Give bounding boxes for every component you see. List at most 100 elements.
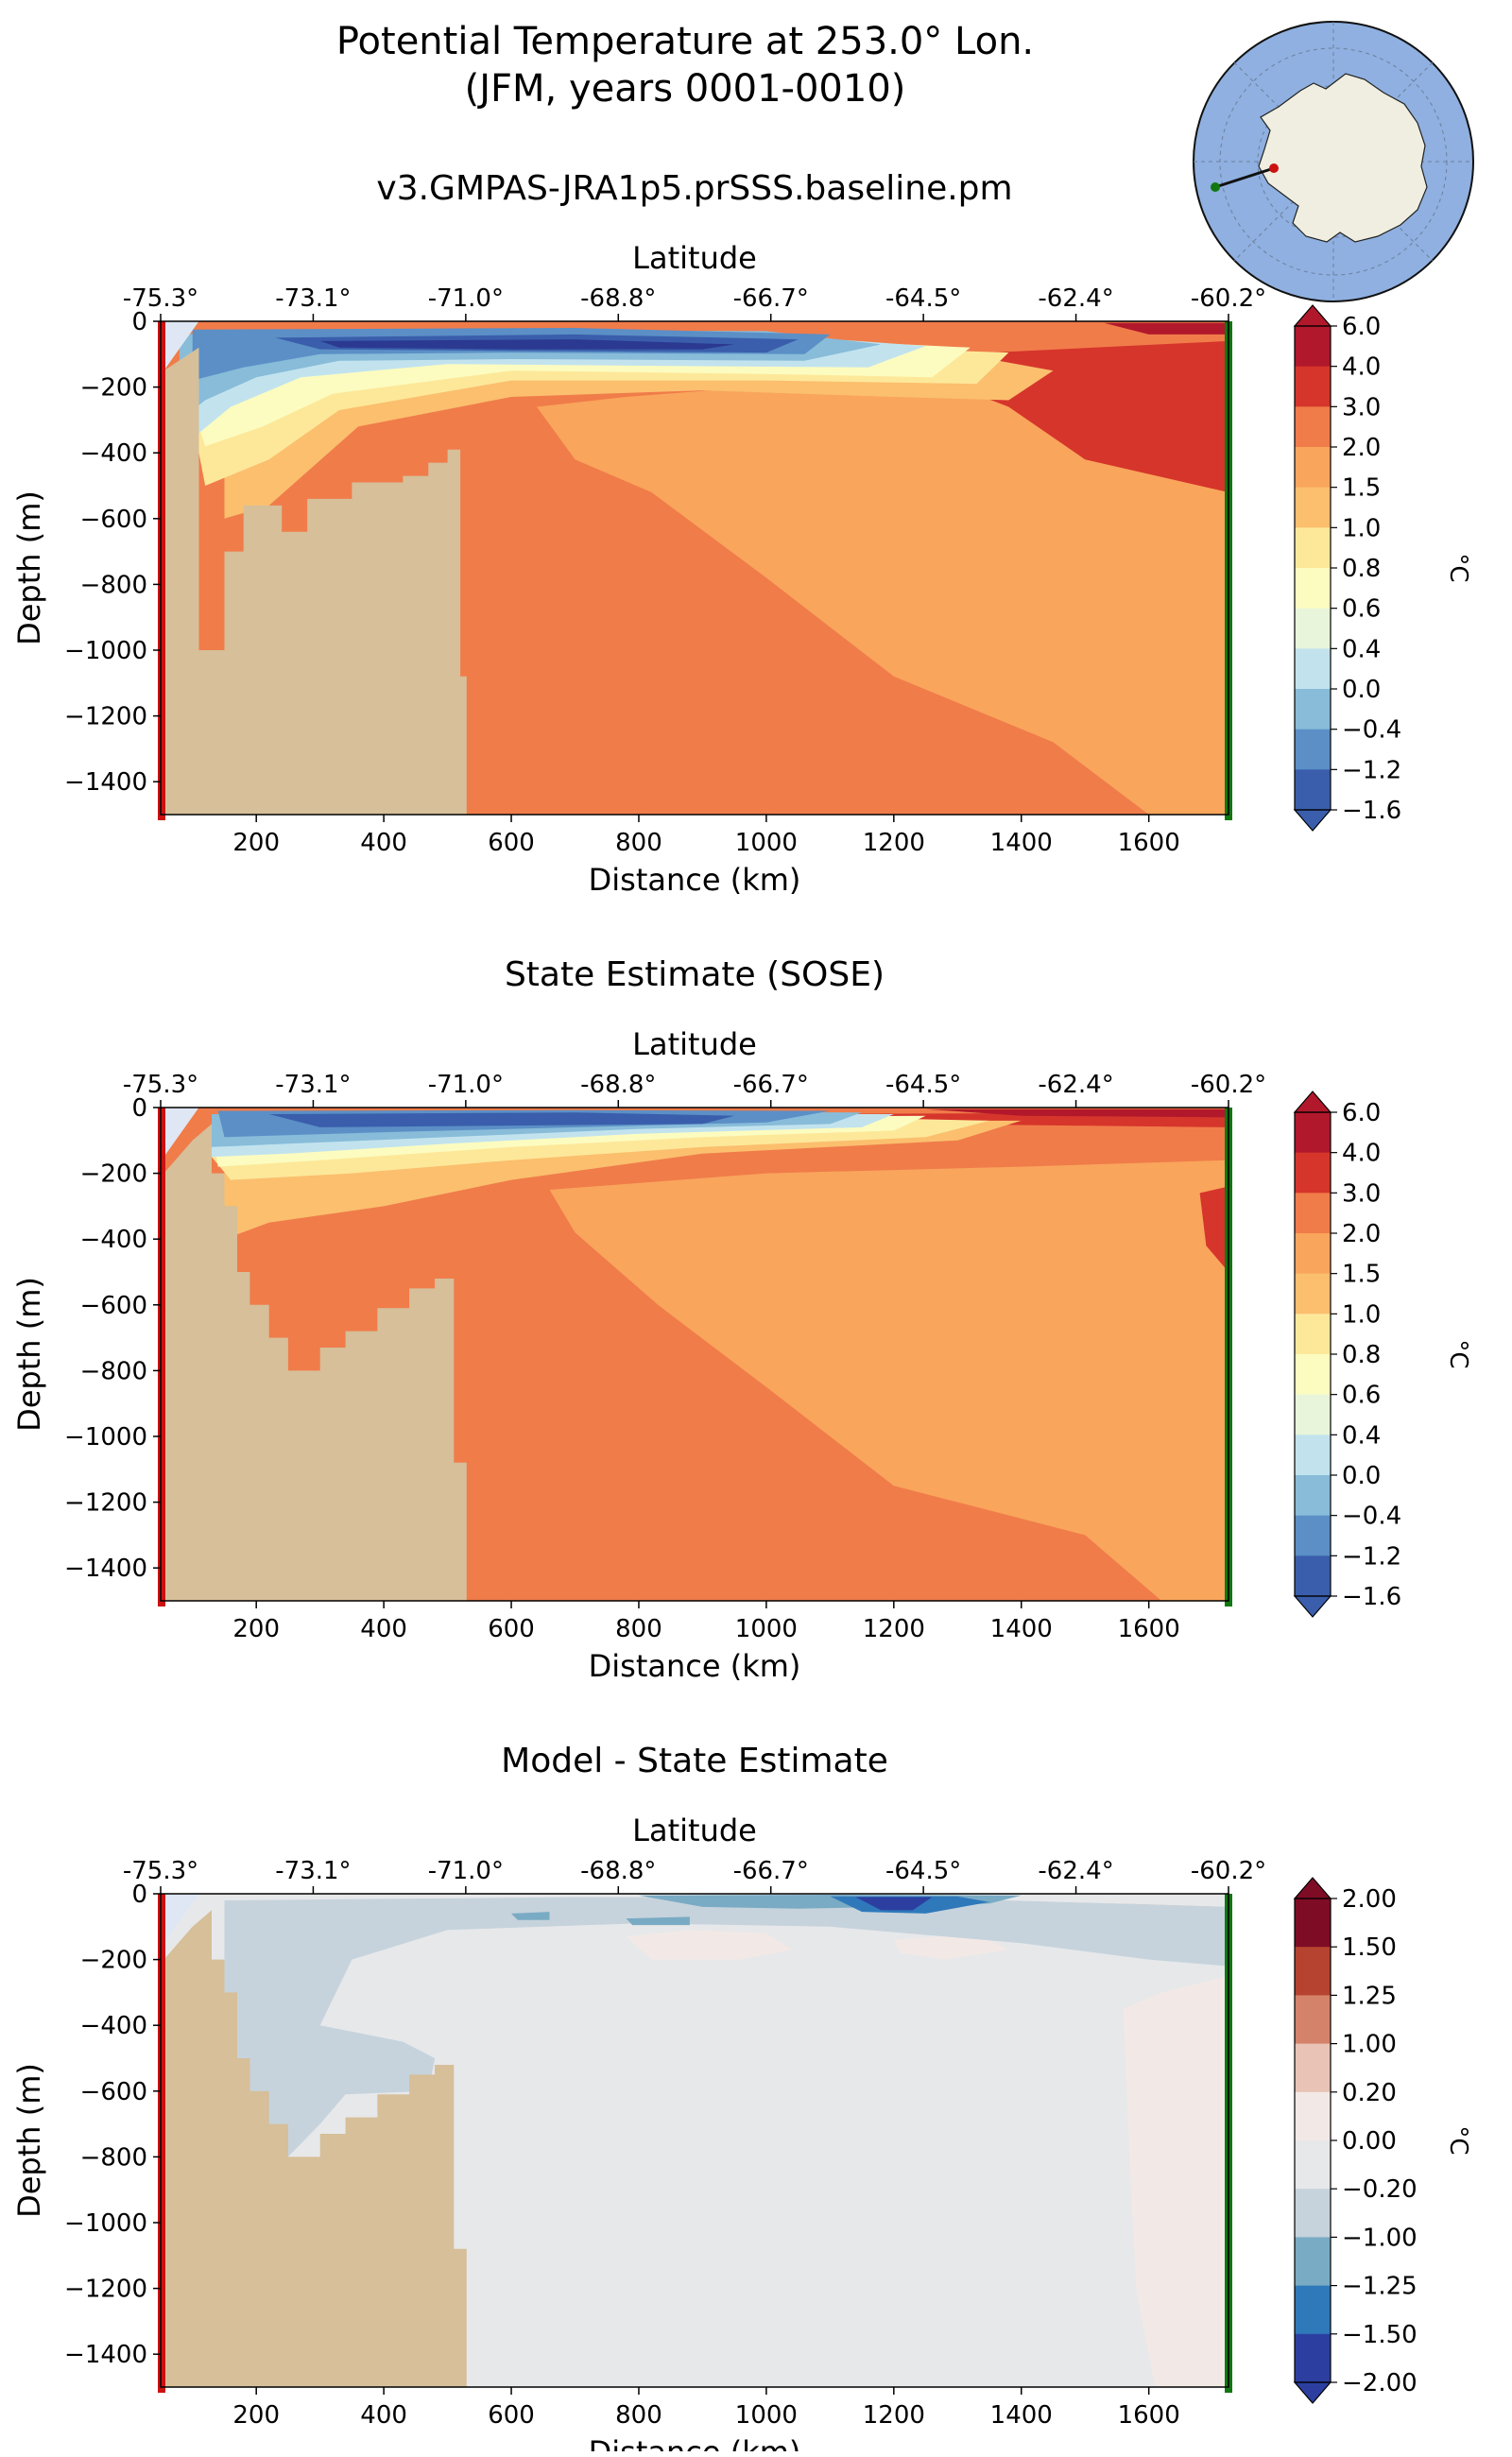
y-axis-label: Depth (m) (11, 490, 47, 645)
x-tick-label: 1600 (1118, 1615, 1180, 1643)
colorbar-extend-bottom (1293, 1595, 1332, 1618)
colorbar-segment (1295, 2189, 1331, 2238)
colorbar-unit-label: °C (1444, 1339, 1472, 1368)
panel2-title: State Estimate (SOSE) (504, 955, 885, 994)
colorbar-extend-top (1293, 1877, 1332, 1899)
colorbar-tick-label: 6.0 (1342, 313, 1381, 341)
lat-tick-label: -73.1° (275, 1857, 351, 1885)
colorbar-tick-label: −1.6 (1342, 1583, 1401, 1611)
contour-region-11 (511, 1912, 550, 1920)
lat-tick-label: -64.5° (885, 284, 961, 313)
top-axis-label: Latitude (632, 1813, 757, 1848)
colorbar-extend-top (1293, 1091, 1332, 1113)
contour-region-1 (1123, 1976, 1228, 2387)
lat-tick-label: -75.3° (123, 1857, 198, 1885)
y-axis-label: Depth (m) (11, 2063, 47, 2218)
colorbar-tick-label: −2.00 (1342, 2369, 1418, 2397)
colorbar-tick-label: 2.00 (1342, 1885, 1397, 1914)
colorbar-extend-top (1293, 304, 1332, 327)
top-axis-label: Latitude (632, 240, 757, 276)
y-tick-label: 0 (131, 308, 147, 336)
x-axis-label: Distance (km) (589, 2434, 801, 2451)
colorbar-segment (1295, 608, 1331, 649)
lat-tick-label: -68.8° (580, 1857, 656, 1885)
colorbar-segment (1295, 1354, 1331, 1396)
contour-region-9 (855, 1897, 933, 1911)
transect-start-bar (158, 1894, 165, 2393)
colorbar-tick-label: −1.50 (1342, 2321, 1418, 2349)
panel3-title: Model - State Estimate (501, 1742, 888, 1780)
colorbar-unit-label: °C (1444, 2125, 1472, 2155)
y-tick-label: −800 (80, 571, 147, 599)
colorbar-tick-label: 3.0 (1342, 393, 1381, 421)
contour-fields (161, 1894, 1228, 2387)
colorbar: 6.0 4.0 3.0 2.0 1.5 1.0 0.8 0.6 0.4 0.0 −0.4 −1.2 −1… (1293, 1091, 1472, 1618)
y-tick-label: −1400 (64, 1555, 147, 1583)
colorbar-segment (1295, 1435, 1331, 1476)
colorbar-tick-label: 2.0 (1342, 1220, 1381, 1248)
x-tick-label: 1200 (863, 2401, 925, 2430)
colorbar-segment (1295, 406, 1331, 448)
colorbar-tick-label: 1.5 (1342, 1261, 1381, 1289)
land-mask (161, 1124, 467, 1601)
x-tick-label: 600 (488, 829, 535, 857)
x-tick-label: 400 (360, 829, 407, 857)
lat-tick-label: -62.4° (1038, 284, 1113, 313)
y-tick-label: −400 (80, 1226, 147, 1254)
lat-tick-label: -66.7° (733, 1071, 809, 1099)
transect-start-bar (158, 321, 165, 820)
colorbar-tick-label: −0.4 (1342, 716, 1401, 745)
colorbar-tick-label: −1.00 (1342, 2224, 1418, 2252)
y-tick-label: −1400 (64, 2341, 147, 2369)
colorbar-tick-label: 0.20 (1342, 2079, 1397, 2107)
y-tick-label: −400 (80, 439, 147, 468)
colorbar-segment (1295, 769, 1331, 811)
colorbar-segment (1295, 1995, 1331, 2045)
x-tick-label: 1600 (1118, 2401, 1180, 2430)
x-tick-label: 1400 (990, 829, 1053, 857)
colorbar-tick-label: −1.2 (1342, 756, 1401, 784)
x-tick-label: 1000 (735, 829, 798, 857)
colorbar-segment (1295, 1193, 1331, 1234)
x-tick-label: 1400 (990, 1615, 1053, 1643)
lat-tick-label: -60.2° (1191, 1071, 1266, 1099)
colorbar-extend-bottom (1293, 809, 1332, 832)
x-axis-label: Distance (km) (589, 1648, 801, 1684)
colorbar-tick-label: −1.6 (1342, 797, 1401, 825)
colorbar-segment (1295, 2285, 1331, 2335)
x-tick-label: 1600 (1118, 829, 1180, 857)
lat-tick-label: -64.5° (885, 1071, 961, 1099)
contour-region-4 (925, 1108, 1228, 1118)
axes-frame (160, 1107, 1229, 1602)
contour-region-1 (549, 1160, 1228, 1601)
axes-frame (160, 1893, 1229, 2388)
colorbar-unit-label: °C (1444, 553, 1472, 582)
colorbar-segment (1295, 2140, 1331, 2190)
colorbar-segment (1295, 2043, 1331, 2093)
x-tick-label: 600 (488, 1615, 535, 1643)
colorbar-tick-label: −0.20 (1342, 2175, 1418, 2204)
figure-title-line2: (JFM, years 0001-0010) (464, 67, 906, 111)
y-tick-label: −200 (80, 1947, 147, 1975)
transect-start-marker (1211, 182, 1220, 192)
colorbar-segment (1295, 447, 1331, 489)
top-axis-label: Latitude (632, 1026, 757, 1062)
colorbar-tick-label: 4.0 (1342, 353, 1381, 382)
colorbar-tick-label: 0.8 (1342, 555, 1381, 583)
lat-tick-label: -71.0° (428, 1071, 504, 1099)
colorbar-tick-label: 2.0 (1342, 434, 1381, 462)
colorbar-segment (1295, 648, 1331, 690)
y-tick-label: −600 (80, 2078, 147, 2106)
y-tick-label: −1200 (64, 1489, 147, 1518)
land-mask (161, 1910, 467, 2387)
colorbar-segment (1295, 1152, 1331, 1194)
y-tick-label: −1200 (64, 2276, 147, 2304)
colorbar-tick-label: 0.00 (1342, 2127, 1397, 2156)
colorbar-segment (1295, 1899, 1331, 1948)
contour-region-11 (319, 339, 735, 350)
y-axis-label: Depth (m) (11, 1277, 47, 1432)
panel1-chart: 200 400 600 800 1000 1200 1400 1600 Distance (km… (11, 240, 1472, 898)
colorbar-segment (1295, 2091, 1331, 2141)
shelf-water (163, 321, 199, 371)
contour-fields (161, 321, 1228, 815)
